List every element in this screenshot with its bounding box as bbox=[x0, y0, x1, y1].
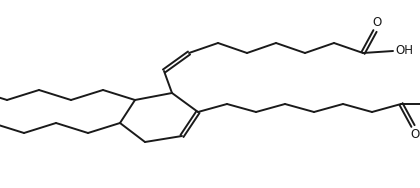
Text: O: O bbox=[373, 16, 382, 29]
Text: O: O bbox=[410, 128, 420, 141]
Text: OH: OH bbox=[395, 45, 413, 58]
